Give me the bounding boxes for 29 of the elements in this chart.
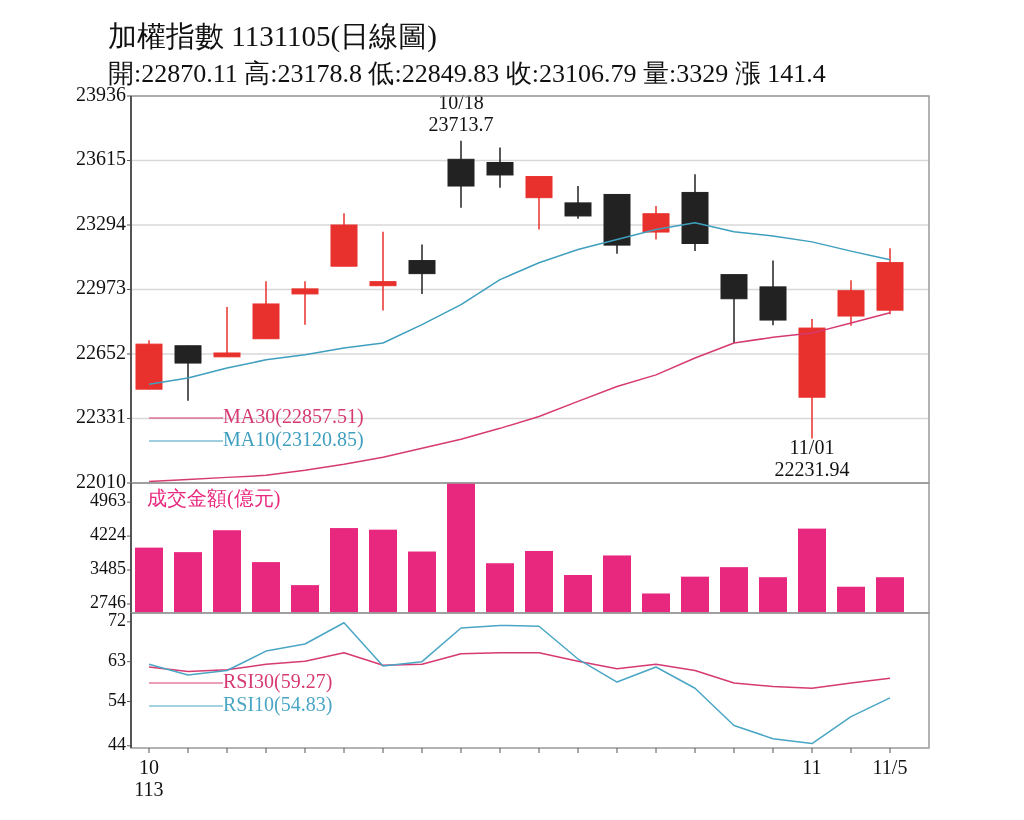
legend-label: RSI10(54.83) xyxy=(223,692,333,716)
legend-label: RSI30(59.27) xyxy=(223,669,333,693)
text: 10/18 23713.7 xyxy=(428,90,494,135)
candlestick xyxy=(369,231,397,312)
y-tick-label: 63 xyxy=(108,649,126,670)
x-tick-label: 11 xyxy=(802,756,822,778)
line-series xyxy=(148,222,891,386)
y-tick-label: 22010 xyxy=(76,469,126,492)
x-tick-label: 10 113 xyxy=(134,756,164,800)
candlestick xyxy=(291,280,319,326)
legend-label: MA10(23120.85) xyxy=(223,427,364,451)
y-tick-label: 54 xyxy=(108,689,126,710)
x-tick-label: 11/5 xyxy=(872,756,908,778)
y-tick-label: 4963 xyxy=(90,490,126,511)
y-tick-label: 3485 xyxy=(90,558,126,579)
y-tick-label: 22652 xyxy=(76,340,126,363)
chart-title: 加權指數 1131105(日線圖) xyxy=(108,20,437,53)
y-tick-label: 23615 xyxy=(76,147,126,170)
text: 11/01 22231.94 xyxy=(774,436,850,481)
y-tick-label: 44 xyxy=(108,733,126,754)
candlestick xyxy=(213,306,241,358)
y-tick-label: 22973 xyxy=(76,276,126,299)
y-tick-label: 4224 xyxy=(90,524,126,545)
line-series xyxy=(148,311,891,483)
legend-label: MA30(22857.51) xyxy=(223,404,364,428)
y-tick-label: 23294 xyxy=(76,211,126,234)
chart-title: 成交金額(億元) xyxy=(147,487,281,510)
line-series xyxy=(148,621,891,745)
y-tick-label: 22331 xyxy=(76,405,126,428)
